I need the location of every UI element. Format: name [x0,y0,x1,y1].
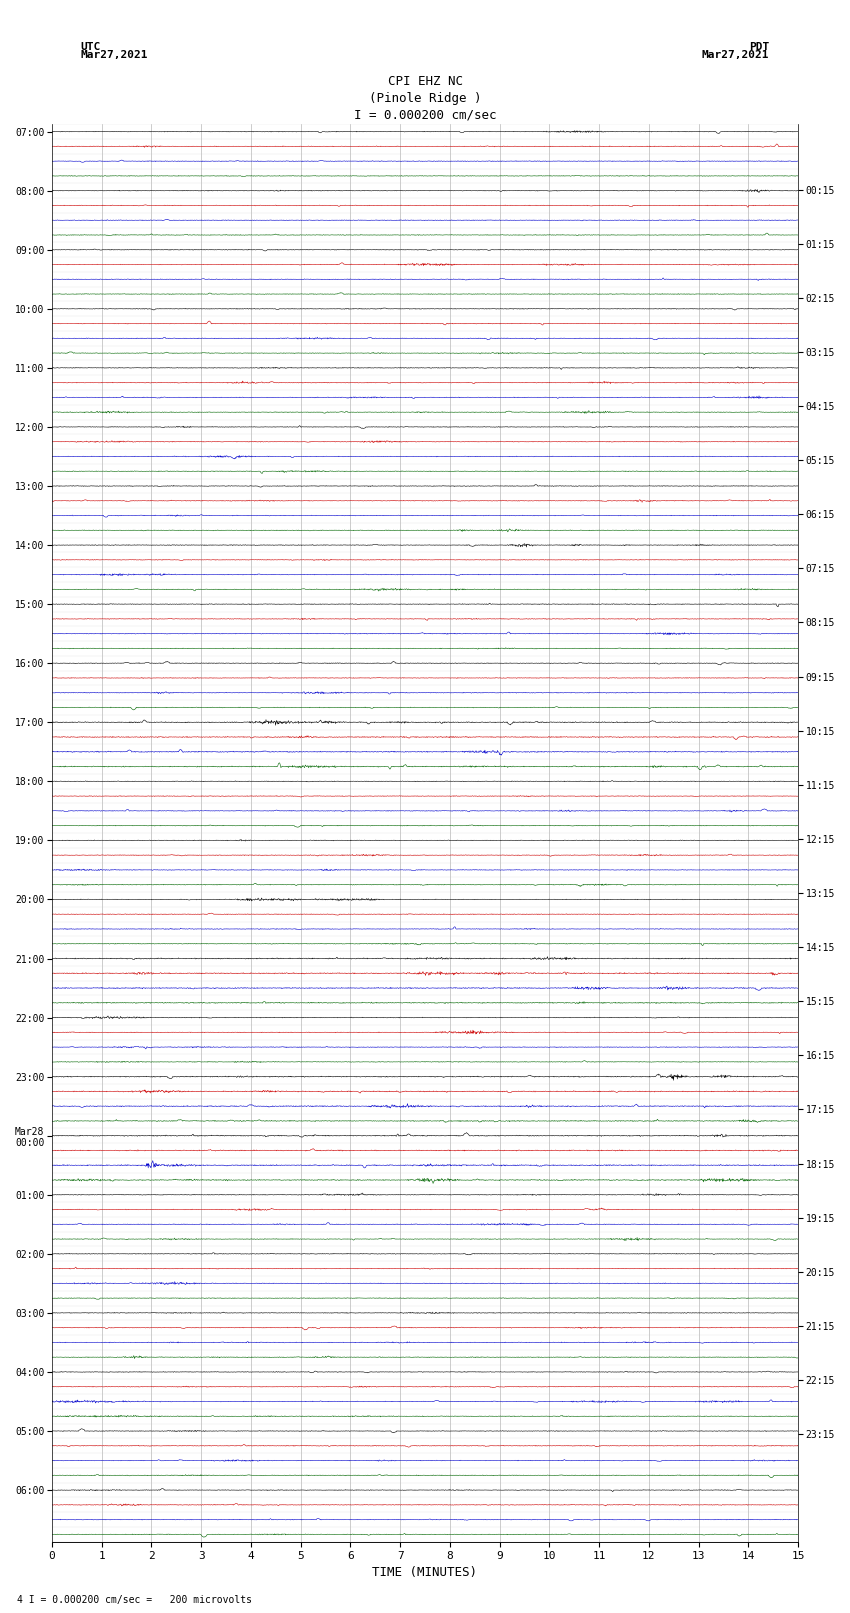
Text: UTC: UTC [81,42,101,52]
Text: 4 I = 0.000200 cm/sec =   200 microvolts: 4 I = 0.000200 cm/sec = 200 microvolts [17,1595,252,1605]
Title: CPI EHZ NC
(Pinole Ridge )
I = 0.000200 cm/sec: CPI EHZ NC (Pinole Ridge ) I = 0.000200 … [354,74,496,121]
Text: Mar27,2021: Mar27,2021 [702,50,769,60]
Text: Mar27,2021: Mar27,2021 [81,50,148,60]
X-axis label: TIME (MINUTES): TIME (MINUTES) [372,1566,478,1579]
Text: PDT: PDT [749,42,769,52]
